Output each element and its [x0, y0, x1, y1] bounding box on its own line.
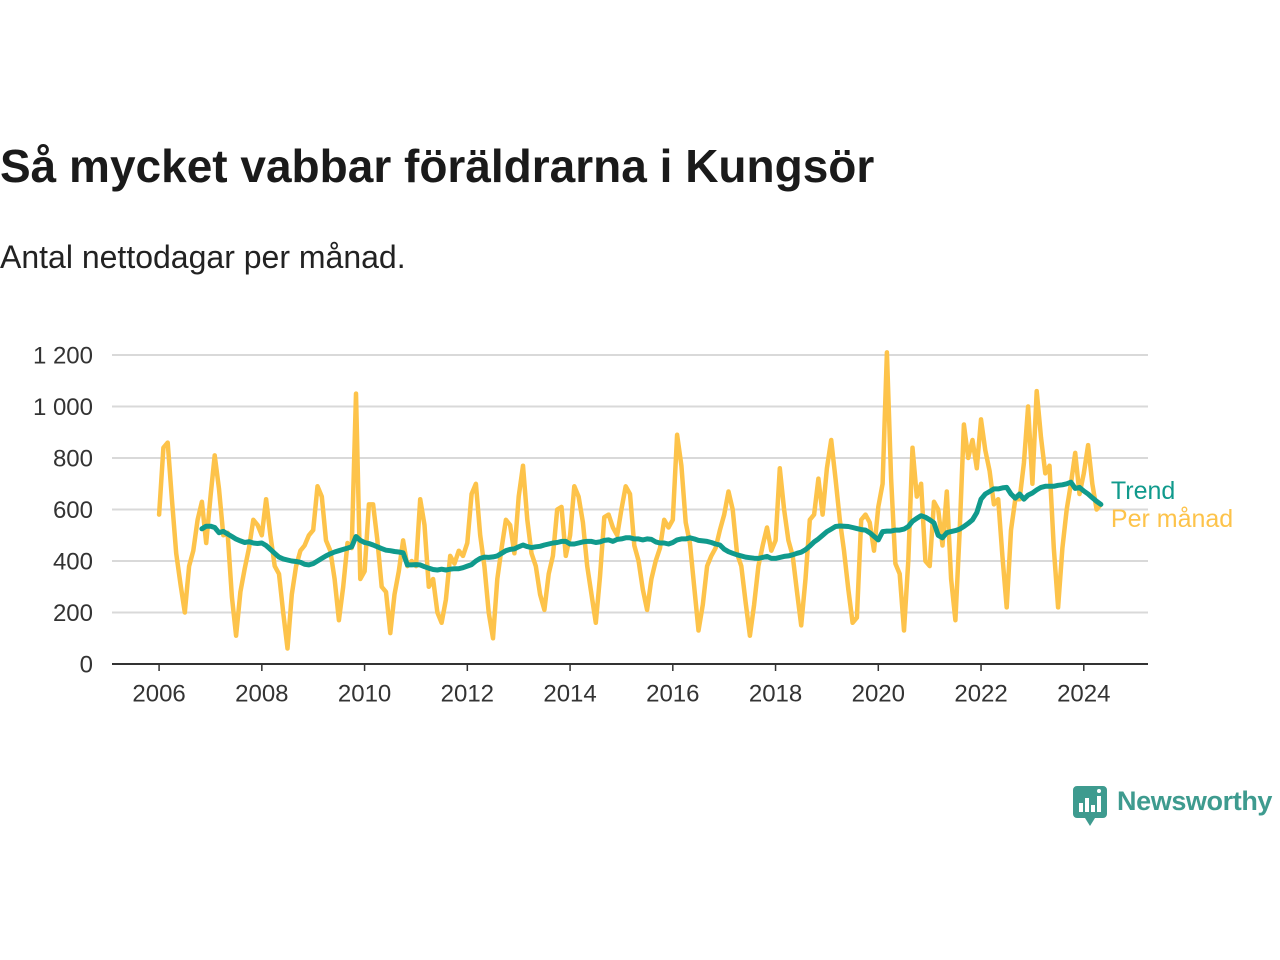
logo-bar: [1085, 798, 1089, 812]
y-tick-label: 200: [53, 600, 93, 627]
series-line-per-manad: [156, 350, 1104, 651]
x-tick-label: 2008: [235, 680, 288, 707]
newsworthy-logo-icon: [1073, 786, 1107, 826]
y-axis-labels: 0 200 400 600 800 1 000 1 200: [33, 342, 93, 678]
y-tick-label: 1 000: [33, 394, 93, 421]
y-tick-label: 600: [53, 497, 93, 524]
logo-bar: [1091, 805, 1095, 812]
newsworthy-logo-text: Newsworthy: [1117, 786, 1273, 816]
x-tick-label: 2020: [852, 680, 905, 707]
x-tick-label: 2018: [749, 680, 802, 707]
logo-dot: [1097, 789, 1101, 793]
logo-bar: [1097, 796, 1101, 812]
x-tick-label: 2024: [1057, 680, 1110, 707]
series-label-per-manad: Per månad: [1111, 505, 1233, 533]
logo-bubble-shape: [1073, 786, 1107, 826]
newsworthy-logo: Newsworthy: [1073, 785, 1278, 829]
x-tick-label: 2016: [646, 680, 699, 707]
x-tick-label: 2014: [543, 680, 596, 707]
y-tick-label: 1 200: [33, 342, 93, 369]
logo-bar: [1079, 803, 1083, 812]
series-lines: [156, 350, 1104, 651]
chart-title: Så mycket vabbar föräldrarna i Kungsör: [0, 140, 875, 192]
x-tick-label: 2012: [441, 680, 494, 707]
y-tick-label: 0: [80, 651, 93, 678]
x-axis: 2006 2008 2010 2012 2014 2016 2018 2020 2022 2024: [112, 663, 1148, 707]
x-tick-label: 2006: [132, 680, 185, 707]
series-line-trend: [199, 479, 1104, 573]
series-label-trend: Trend: [1111, 477, 1175, 505]
x-tick-label: 2010: [338, 680, 391, 707]
chart-subtitle: Antal nettodagar per månad.: [0, 239, 406, 275]
x-tick-label: 2022: [954, 680, 1007, 707]
y-tick-label: 800: [53, 445, 93, 472]
y-tick-label: 400: [53, 548, 93, 575]
